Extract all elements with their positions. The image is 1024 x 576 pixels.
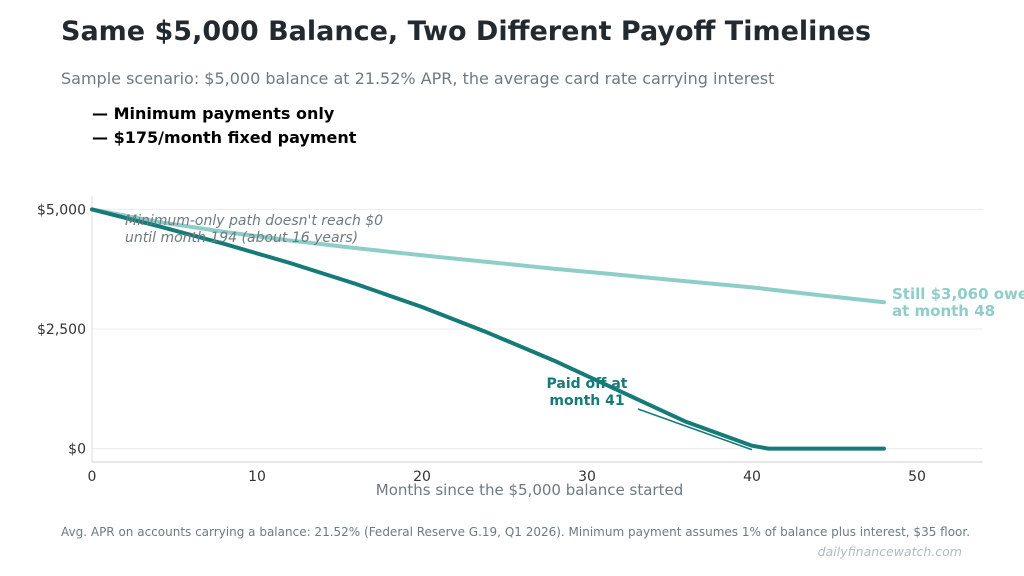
x-axis-title: Months since the $5,000 balance started [376,481,683,499]
payoff-label-line: month 41 [549,393,624,409]
x-tick-label: 0 [88,469,97,485]
chart-subtitle: Sample scenario: $5,000 balance at 21.52… [61,69,775,88]
annotations: Minimum-only path doesn't reach $0 until … [125,213,1024,451]
x-tick-label: 10 [248,469,266,485]
footnote: Avg. APR on accounts carrying a balance:… [61,525,971,539]
payoff-label: Paid off at month 41 [547,376,628,409]
fixed-payment-line [90,207,886,451]
axes: $0 $2,500 $5,000 0 10 20 30 40 50 Months since th… [37,196,983,499]
payoff-label-line: Paid off at [547,376,628,392]
y-tick-label: $0 [68,442,86,458]
x-tick-label: 40 [743,469,761,485]
min-path-note: Minimum-only path doesn't reach $0 until … [125,213,383,246]
x-tick-label: 30 [578,469,596,485]
y-tick-label: $2,500 [37,322,86,338]
end-balance-label-line: at month 48 [892,302,995,320]
legend-fixed-payment: — $175/month fixed payment [92,128,357,147]
payoff-pointer [637,408,753,451]
payoff-line-chart: $0 $2,500 $5,000 0 10 20 30 40 50 Months since th… [37,196,1024,499]
legend-minimum-payments: — Minimum payments only [92,104,335,123]
min-path-note-line: Minimum-only path doesn't reach $0 [125,213,383,229]
minimum-payments-line [90,207,886,305]
min-path-note-line: until month 194 (about 16 years) [125,230,358,246]
x-tick-label: 50 [908,469,926,485]
chart-title: Same $5,000 Balance, Two Different Payof… [61,16,872,47]
end-balance-label-line: Still $3,060 owed [892,285,1024,303]
y-tick-label: $5,000 [37,202,86,218]
x-tick-label: 20 [413,469,431,485]
end-balance-label: Still $3,060 owedat month 48 [892,285,1024,320]
series-lines [90,207,886,451]
source-credit: dailyfinancewatch.com [817,544,962,559]
